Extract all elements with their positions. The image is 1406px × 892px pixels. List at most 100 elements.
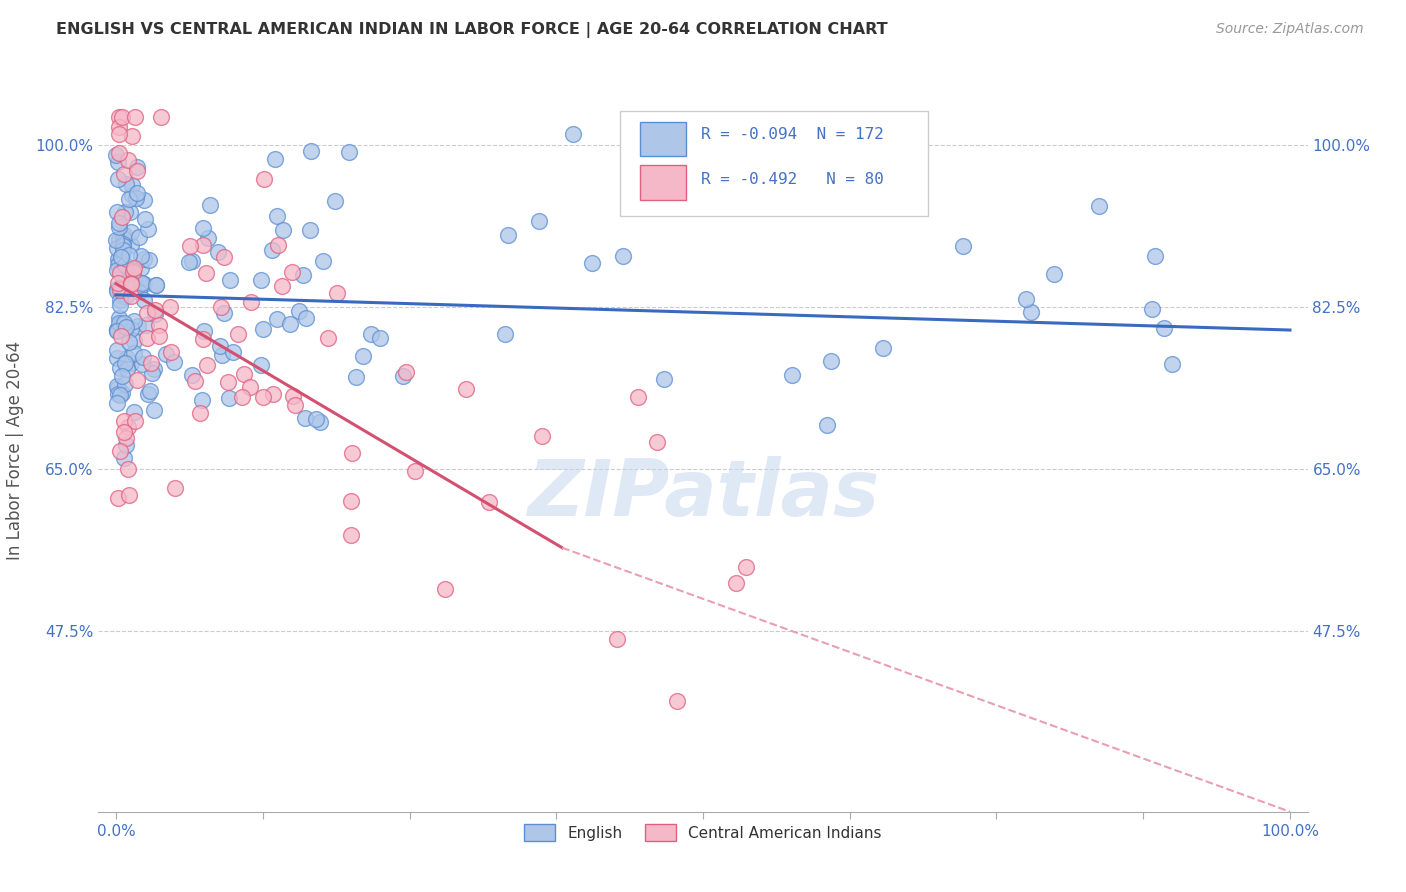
- Point: [117, 462, 139, 476]
- Point: [155, 347, 177, 361]
- Point: [1019, 305, 1042, 319]
- Point: [177, 255, 200, 269]
- Point: [108, 298, 131, 312]
- Point: [735, 559, 758, 574]
- Point: [304, 412, 326, 426]
- Point: [105, 343, 128, 357]
- Point: [207, 245, 229, 260]
- Point: [115, 431, 138, 445]
- Point: [118, 204, 141, 219]
- Point: [105, 379, 128, 393]
- Point: [105, 282, 128, 296]
- FancyBboxPatch shape: [640, 121, 686, 156]
- Point: [1087, 199, 1109, 213]
- Point: [105, 234, 128, 248]
- Point: [108, 280, 131, 294]
- Text: ENGLISH VS CENTRAL AMERICAN INDIAN IN LABOR FORCE | AGE 20-64 CORRELATION CHART: ENGLISH VS CENTRAL AMERICAN INDIAN IN LA…: [56, 22, 887, 38]
- Point: [498, 228, 520, 243]
- Point: [120, 322, 142, 336]
- Point: [127, 319, 149, 334]
- Point: [139, 384, 162, 398]
- Point: [110, 317, 132, 331]
- Point: [180, 368, 202, 382]
- Point: [190, 392, 212, 407]
- Point: [114, 205, 136, 219]
- Point: [262, 243, 284, 257]
- Y-axis label: In Labor Force | Age 20-64: In Labor Force | Age 20-64: [7, 341, 24, 560]
- Point: [117, 351, 139, 366]
- FancyBboxPatch shape: [620, 111, 928, 216]
- Point: [1143, 249, 1166, 263]
- Point: [122, 269, 145, 284]
- Point: [253, 171, 276, 186]
- Point: [112, 228, 135, 243]
- Point: [1160, 358, 1182, 372]
- Point: [198, 198, 221, 212]
- Point: [105, 147, 128, 161]
- Point: [139, 356, 162, 370]
- Point: [342, 446, 364, 460]
- Point: [645, 434, 668, 449]
- Point: [217, 375, 239, 389]
- Point: [193, 220, 215, 235]
- Point: [132, 252, 155, 267]
- Point: [124, 414, 146, 428]
- Point: [136, 222, 159, 236]
- Point: [284, 398, 307, 412]
- Point: [270, 279, 292, 293]
- Point: [117, 262, 139, 277]
- Point: [226, 326, 249, 341]
- Point: [312, 254, 335, 268]
- Point: [724, 576, 747, 591]
- Point: [820, 354, 842, 368]
- Point: [112, 231, 135, 245]
- Point: [141, 366, 163, 380]
- Point: [952, 239, 974, 253]
- Point: [115, 319, 138, 334]
- Point: [112, 322, 135, 336]
- Point: [132, 277, 155, 292]
- Point: [124, 272, 146, 286]
- Point: [294, 310, 316, 325]
- Point: [108, 253, 131, 268]
- Point: [128, 229, 150, 244]
- Point: [108, 233, 131, 247]
- Point: [111, 237, 134, 252]
- Point: [148, 329, 170, 343]
- Point: [606, 632, 628, 646]
- Point: [212, 250, 235, 264]
- Point: [110, 293, 132, 307]
- Point: [128, 285, 150, 300]
- Point: [107, 387, 129, 401]
- Point: [112, 289, 135, 303]
- Point: [323, 194, 346, 209]
- Point: [114, 283, 136, 297]
- Point: [191, 238, 214, 252]
- Legend: English, Central American Indians: English, Central American Indians: [519, 818, 887, 847]
- Point: [110, 283, 132, 297]
- Point: [111, 385, 134, 400]
- Point: [143, 362, 166, 376]
- Point: [404, 464, 426, 478]
- Point: [665, 693, 688, 707]
- Point: [124, 279, 146, 293]
- Point: [108, 281, 131, 295]
- Point: [114, 258, 136, 272]
- Point: [114, 451, 136, 466]
- Text: ZIPatlas: ZIPatlas: [527, 456, 879, 532]
- FancyBboxPatch shape: [640, 165, 686, 200]
- Point: [627, 390, 650, 404]
- Point: [107, 276, 129, 290]
- Point: [121, 178, 143, 192]
- Point: [233, 367, 256, 381]
- Point: [652, 372, 675, 386]
- Point: [108, 216, 131, 230]
- Point: [122, 314, 145, 328]
- Point: [108, 444, 131, 458]
- Point: [120, 289, 142, 303]
- Point: [131, 277, 153, 291]
- Point: [120, 277, 142, 291]
- Point: [108, 310, 131, 325]
- Point: [122, 346, 145, 360]
- Point: [143, 302, 166, 317]
